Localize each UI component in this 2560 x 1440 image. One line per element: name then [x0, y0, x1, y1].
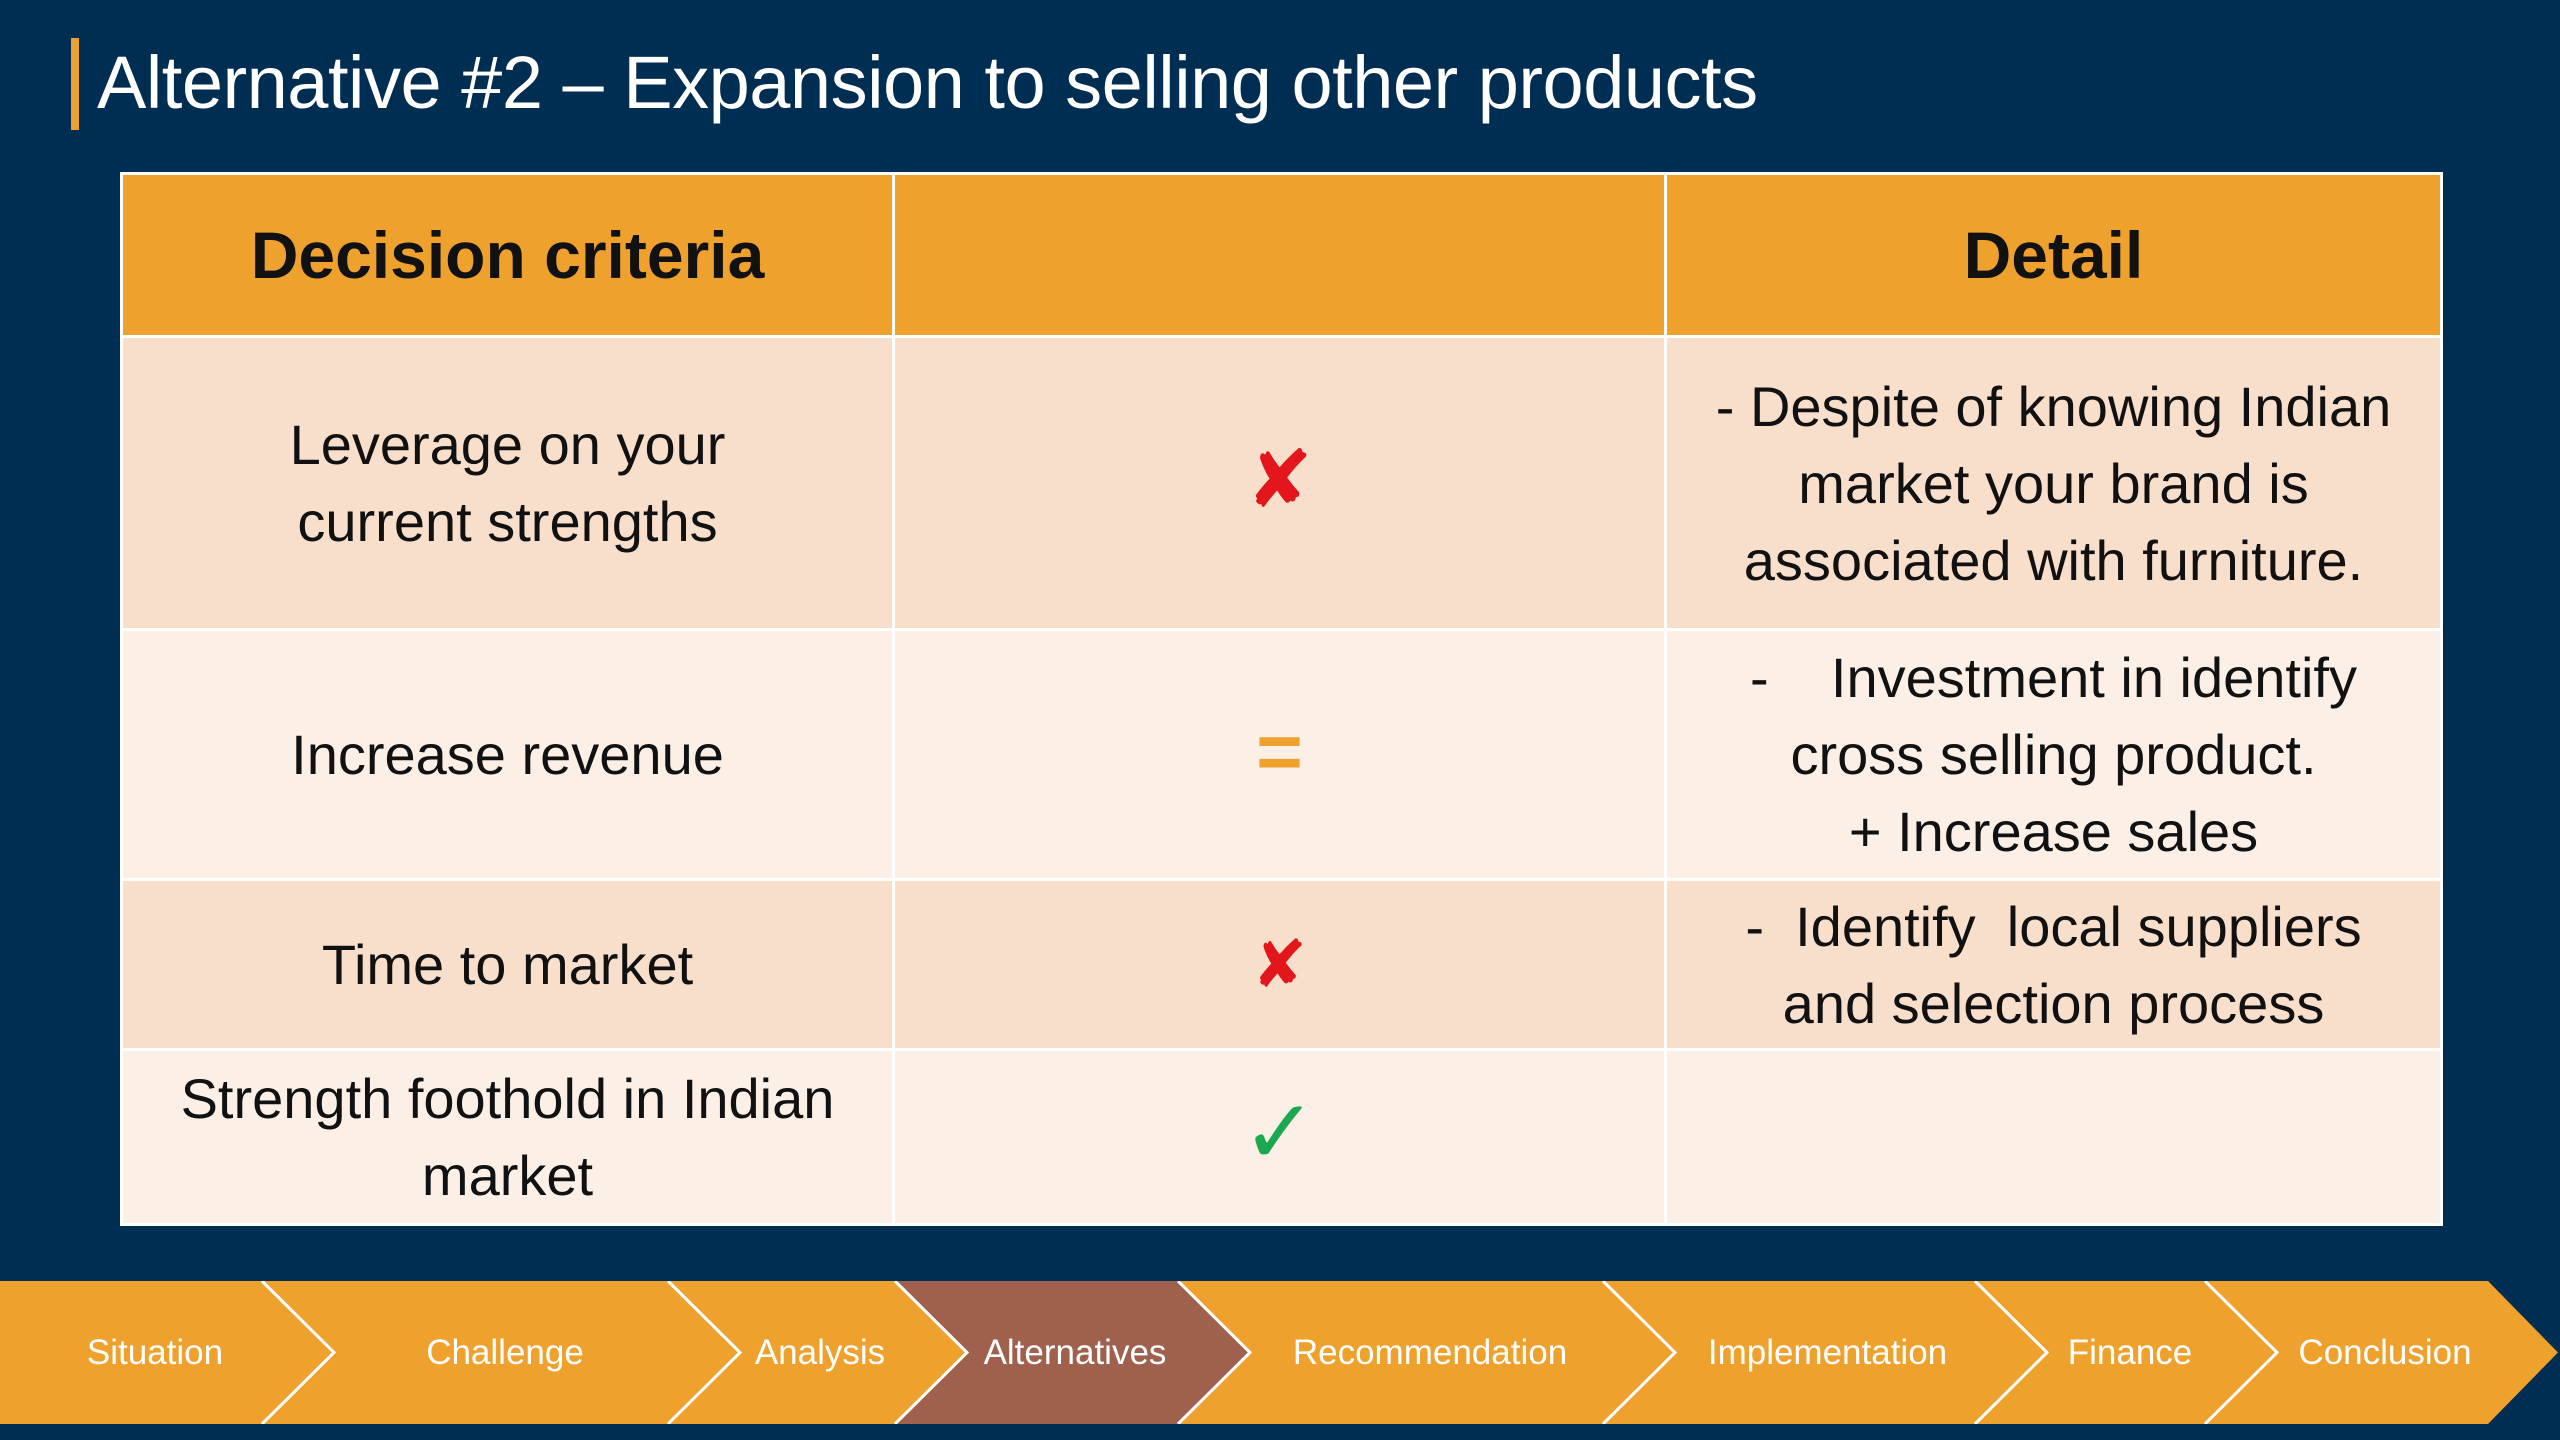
nav-chevron-implementation[interactable]	[1603, 1281, 2047, 1424]
detail-cell: - Despite of knowing Indian market your …	[1664, 335, 2443, 631]
table-row: Time to market ✘ - Identify local suppli…	[120, 878, 2443, 1051]
equal-icon: =	[1256, 706, 1303, 796]
table-header-row: Decision criteria Detail	[120, 172, 2443, 338]
detail-line: - Despite of knowing Indian	[1715, 374, 2392, 438]
header-detail: Detail	[1664, 172, 2443, 338]
header-assessment	[892, 172, 1667, 338]
title-accent-bar	[71, 38, 79, 130]
detail-line: - Investment in identify	[1750, 646, 2357, 709]
table-row: Increase revenue = - Investment in ident…	[120, 628, 2443, 881]
nav-item-alternatives[interactable]: Alternatives	[983, 1333, 1167, 1372]
nav-chevron-finance[interactable]	[1975, 1281, 2277, 1424]
nav-chevron-conclusion[interactable]	[2205, 1281, 2558, 1424]
nav-item-analysis[interactable]: Analysis	[754, 1333, 886, 1372]
detail-line: and selection process	[1782, 971, 2325, 1035]
cross-icon: ✘	[1251, 926, 1308, 1001]
detail-cell: - Identify local suppliers and selection…	[1664, 878, 2443, 1051]
nav-chevron-challenge[interactable]	[262, 1281, 740, 1424]
assessment-cell: ✘	[892, 878, 1667, 1051]
table-row: Strength foothold in Indian market ✓	[120, 1048, 2443, 1226]
detail-line: - Identify local suppliers	[1745, 894, 2362, 958]
section-navigation: Situation Challenge Analysis Alternative…	[0, 1281, 2560, 1424]
assessment-cell: =	[892, 628, 1667, 881]
check-icon: ✓	[1241, 1082, 1318, 1183]
detail-line: market your brand is	[1798, 451, 2309, 515]
detail-line: cross selling product.	[1790, 723, 2317, 786]
nav-chevron-alternatives[interactable]	[895, 1281, 1250, 1424]
criterion-cell: Time to market	[120, 878, 895, 1051]
detail-cell: - Investment in identify cross selling p…	[1664, 628, 2443, 881]
header-decision-criteria: Decision criteria	[120, 172, 895, 338]
criterion-cell: Increase revenue	[120, 628, 895, 881]
criterion-cell: Strength foothold in Indian market	[120, 1048, 895, 1226]
detail-line: + Increase sales	[1848, 800, 2259, 863]
decision-criteria-table: Decision criteria Detail Leverage on you…	[120, 172, 2443, 1226]
nav-item-implementation[interactable]: Implementation	[1707, 1333, 1948, 1372]
slide-title: Alternative #2 – Expansion to selling ot…	[97, 41, 1758, 124]
nav-chevron-recommendation[interactable]	[1178, 1281, 1675, 1424]
nav-item-recommendation[interactable]: Recommendation	[1292, 1333, 1568, 1372]
criterion-cell: Leverage on your current strengths	[120, 335, 895, 631]
nav-chevron-situation[interactable]	[0, 1281, 334, 1424]
nav-item-challenge[interactable]: Challenge	[426, 1333, 584, 1372]
cross-icon: ✘	[1245, 435, 1314, 524]
detail-cell-empty	[1664, 1048, 2443, 1226]
assessment-cell: ✓	[892, 1048, 1667, 1226]
nav-chevron-analysis[interactable]	[668, 1281, 967, 1424]
nav-chevrons	[0, 1281, 2558, 1424]
nav-item-conclusion[interactable]: Conclusion	[2298, 1333, 2472, 1372]
table-row: Leverage on your current strengths ✘ - D…	[120, 335, 2443, 631]
nav-item-situation[interactable]: Situation	[86, 1333, 224, 1372]
nav-item-finance[interactable]: Finance	[2067, 1333, 2193, 1372]
detail-line: associated with furniture.	[1743, 528, 2364, 592]
assessment-cell: ✘	[892, 335, 1667, 631]
